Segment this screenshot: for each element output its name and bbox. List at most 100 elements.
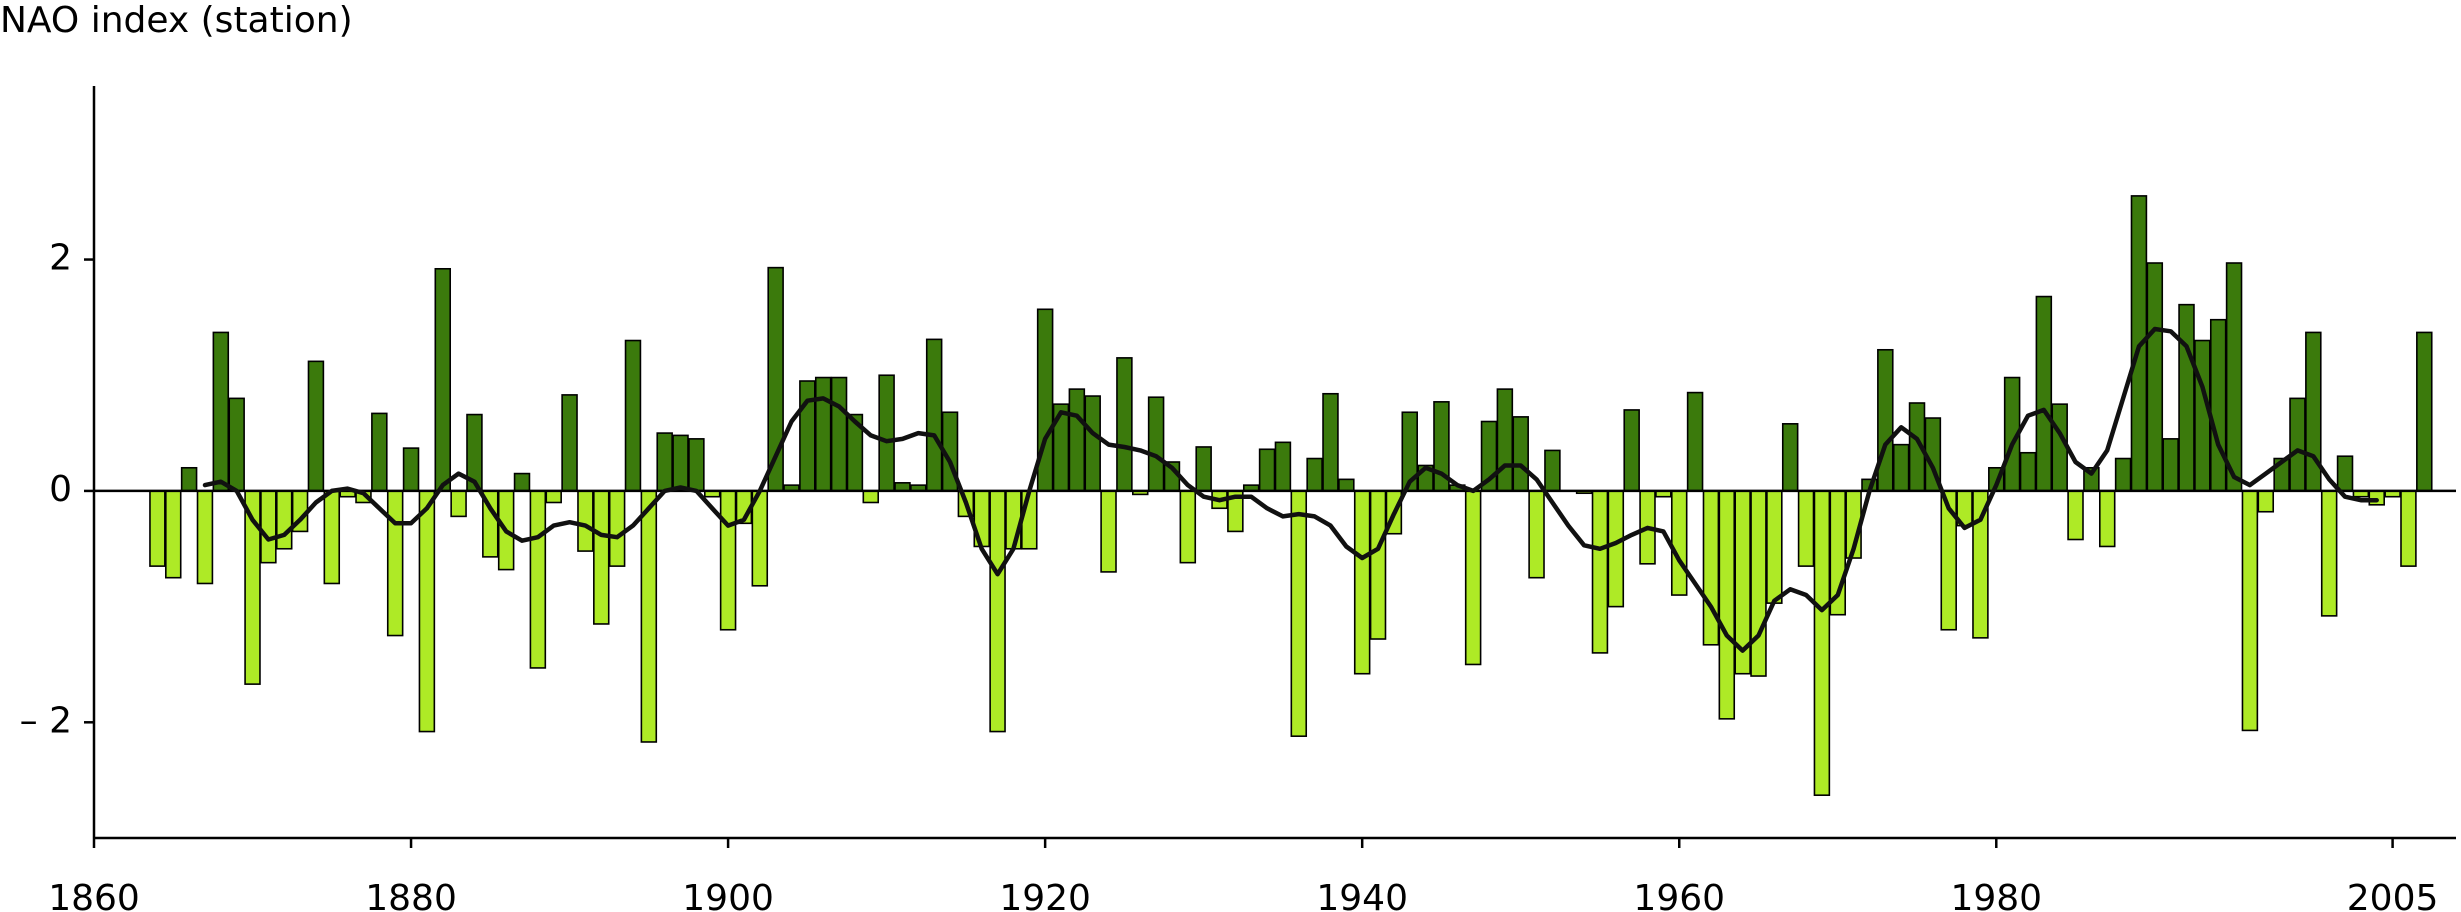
bar [418, 490, 436, 733]
bar [799, 380, 816, 492]
bar [1353, 490, 1371, 675]
x-tick-label: 1920 [999, 878, 1091, 912]
bar [672, 434, 689, 492]
bar [2019, 451, 2037, 492]
bar [1496, 388, 1514, 492]
bar [1068, 388, 1086, 492]
bar [1036, 308, 1054, 492]
bar [513, 472, 531, 492]
bar [2416, 331, 2433, 492]
bar [1781, 423, 1799, 492]
bar [608, 490, 626, 567]
bar [1702, 490, 1720, 646]
bar [2162, 438, 2179, 492]
bar [1369, 490, 1387, 640]
bar [1877, 348, 1894, 492]
bar [1258, 448, 1276, 492]
bar [1147, 396, 1165, 492]
bar [1195, 446, 1212, 492]
bar [751, 490, 769, 587]
bar [545, 490, 562, 504]
x-tick-label: 1980 [1950, 878, 2042, 912]
bar [196, 490, 214, 585]
bar [2178, 303, 2195, 492]
bar [1670, 490, 1688, 596]
y-tick-label: – 2 [20, 700, 72, 741]
bar [2067, 490, 2084, 541]
smoothed-line [202, 326, 2379, 653]
bar [656, 432, 673, 492]
bar [2257, 490, 2275, 513]
bar [1750, 490, 1767, 677]
bar [814, 376, 832, 492]
x-tick-label: 1880 [365, 878, 457, 912]
bar [2225, 262, 2243, 492]
bar [2400, 490, 2417, 567]
bar [1290, 490, 1308, 737]
bar [1084, 395, 1101, 492]
bar [1005, 490, 1022, 550]
x-tick-label: 1940 [1316, 878, 1408, 912]
bar [180, 466, 198, 492]
bar [1179, 490, 1197, 564]
bar [1607, 490, 1625, 608]
bar [371, 412, 388, 492]
bar [2368, 490, 2385, 506]
bar [149, 490, 166, 567]
bar [640, 490, 658, 743]
bar [688, 438, 705, 492]
bar [1766, 490, 1783, 604]
bar [1338, 478, 1355, 492]
bar [1813, 490, 1831, 796]
bar [2241, 490, 2259, 732]
bar [450, 490, 467, 518]
bar [577, 490, 594, 552]
chart-title: NAO index (station) [0, 0, 353, 41]
bar [624, 339, 642, 492]
bar [2146, 262, 2164, 492]
x-tick-label: 1960 [1633, 878, 1725, 912]
x-tick-label: 2005 [2347, 878, 2439, 912]
bar [2035, 295, 2053, 492]
bar [1306, 457, 1323, 492]
bar [2289, 397, 2306, 492]
bar [1274, 441, 1292, 492]
bar [1116, 357, 1133, 492]
bar [561, 394, 578, 492]
bar [1464, 490, 1482, 666]
bar [1892, 443, 1910, 492]
y-tick-label: 0 [49, 469, 72, 510]
bar [212, 331, 230, 492]
bar [925, 338, 943, 492]
bar [307, 360, 325, 492]
bar [2114, 457, 2132, 492]
bar [2209, 318, 2227, 492]
bar [1322, 392, 1339, 492]
bar [1544, 449, 1561, 492]
bar [275, 490, 293, 550]
bar [2320, 490, 2338, 617]
bar [434, 267, 452, 492]
bar [529, 490, 547, 669]
bar [1528, 490, 1545, 579]
bar [593, 490, 610, 625]
bar [1718, 490, 1736, 720]
x-tick-label: 1900 [682, 878, 774, 912]
bar [989, 490, 1006, 733]
bar [2336, 455, 2354, 492]
bar [878, 374, 895, 492]
bar [323, 490, 341, 585]
bar [1797, 490, 1815, 567]
bar [1100, 490, 1117, 573]
bar [2098, 490, 2116, 548]
x-tick-label: 1860 [48, 878, 140, 912]
bar [2051, 403, 2068, 492]
bar [165, 490, 182, 579]
bar [2194, 339, 2211, 492]
bar [862, 490, 880, 504]
bar [1512, 416, 1529, 492]
y-tick-label: 2 [49, 238, 72, 279]
bar [1623, 409, 1640, 492]
